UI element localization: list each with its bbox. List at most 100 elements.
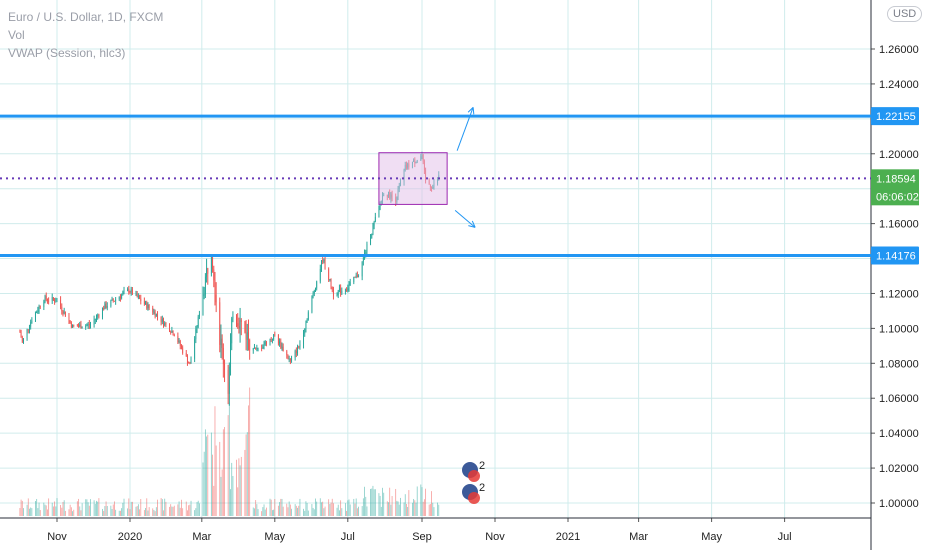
breakdown-down-arrow[interactable] [454, 210, 476, 228]
candle-body [45, 296, 47, 300]
candle-body [23, 338, 24, 342]
candle-body [154, 311, 156, 317]
range-box[interactable] [378, 152, 448, 205]
x-tick-label: Nov [47, 531, 67, 543]
volume-bar [228, 402, 230, 516]
candle-body [232, 316, 234, 319]
candle-body [169, 324, 170, 332]
volume-bar [386, 501, 388, 516]
candle-body [78, 326, 79, 328]
candle-body [356, 275, 358, 278]
candle-body [43, 301, 45, 308]
candle-body [349, 282, 351, 285]
candle-body [204, 276, 206, 295]
legend-volume[interactable]: Vol [8, 28, 25, 42]
breakout-up-arrow-head [472, 107, 475, 115]
candle-body [316, 281, 318, 289]
volume-bar [273, 509, 275, 516]
volume-bar [36, 498, 38, 516]
candle-body [311, 297, 313, 313]
volume-bar [143, 510, 145, 516]
volume-bar [366, 506, 368, 516]
volume-bar [213, 485, 215, 516]
volume-bar [280, 498, 282, 516]
volume-bar [433, 507, 435, 516]
volume-bar [197, 500, 199, 516]
candle-body [160, 316, 162, 322]
volume-bar [62, 501, 64, 516]
chart-legend: Euro / U.S. Dollar, 1D, FXCM Vol VWAP (S… [8, 8, 163, 62]
candle-body [269, 338, 271, 345]
candle-body [111, 299, 113, 301]
candle-body [129, 292, 131, 294]
current-price-label: 1.18594 [876, 173, 916, 185]
volume-bar [220, 476, 222, 516]
candle-body [288, 358, 290, 360]
volume-bar [289, 504, 291, 516]
candle-body [347, 288, 349, 291]
volume-bar [137, 504, 139, 516]
candle-body [171, 330, 173, 333]
currency-button[interactable]: USD [887, 6, 923, 22]
volume-bar [204, 429, 206, 516]
volume-bar [80, 510, 82, 516]
volume-bar [415, 502, 417, 516]
volume-bar [356, 508, 358, 516]
candle-body [165, 322, 167, 325]
x-tick-label: May [701, 531, 722, 543]
volume-bar [123, 498, 125, 516]
volume-bar [222, 429, 224, 516]
candle-body [103, 308, 105, 310]
event-flag-icon [468, 470, 480, 482]
candle-body [182, 347, 184, 353]
candle-body [248, 332, 249, 341]
candle-body [93, 319, 95, 325]
volume-bar [104, 506, 106, 516]
candle-body [81, 327, 83, 329]
candle-body [62, 310, 64, 314]
candle-body [112, 299, 114, 301]
volume-bar [207, 434, 209, 516]
candle-body [213, 269, 215, 281]
volume-bar [195, 508, 197, 516]
current-price-tag[interactable] [871, 169, 919, 206]
price-axis-panel[interactable] [871, 0, 932, 550]
y-tick-label: 1.26000 [879, 44, 919, 56]
level-price-label: 1.14176 [876, 250, 916, 262]
candle-body [236, 316, 237, 324]
candle-body [55, 301, 57, 303]
breakout-up-arrow[interactable] [456, 107, 474, 151]
time-axis-panel[interactable] [0, 518, 932, 550]
volume-bar [55, 506, 57, 516]
candle-body [64, 311, 66, 317]
level-price-tag[interactable] [871, 246, 919, 265]
volume-bar [255, 500, 257, 516]
volume-bar [90, 499, 91, 516]
candle-body [37, 310, 39, 312]
volume-bar [330, 502, 332, 516]
volume-bar [187, 510, 188, 516]
candle-body [295, 350, 297, 354]
volume-bar [323, 508, 325, 516]
candle-body [173, 334, 175, 336]
legend-symbol[interactable]: Euro / U.S. Dollar, 1D, FXCM [8, 10, 164, 24]
candle-body [152, 308, 154, 313]
volume-bar [291, 508, 292, 516]
event-flag-icon [468, 492, 480, 504]
volume-bar [44, 504, 46, 516]
volume-bar [379, 495, 381, 516]
volume-bar [21, 500, 23, 516]
volume-bar [131, 501, 133, 516]
volume-bar [406, 503, 407, 516]
candle-body [163, 318, 164, 326]
candle-body [98, 315, 100, 317]
candle-body [271, 339, 273, 341]
volume-bar [76, 501, 78, 516]
level-price-tag[interactable] [871, 107, 919, 126]
candle-body [157, 313, 158, 317]
legend-vwap[interactable]: VWAP (Session, hlc3) [8, 46, 126, 60]
volume-bar [246, 432, 248, 516]
volume-bar [282, 506, 284, 516]
